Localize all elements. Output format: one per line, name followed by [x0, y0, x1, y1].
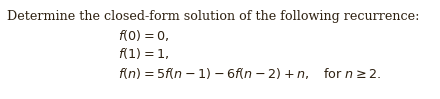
Text: $f(1) = 1,$: $f(1) = 1,$ [118, 46, 169, 61]
Text: $f(0) = 0,$: $f(0) = 0,$ [118, 28, 169, 43]
Text: $f(n) = 5f(n-1) - 6f(n-2) + n, \quad \mathrm{for}\ n \geq 2.$: $f(n) = 5f(n-1) - 6f(n-2) + n, \quad \ma… [118, 66, 381, 81]
Text: Determine the closed-form solution of the following recurrence:: Determine the closed-form solution of th… [7, 10, 419, 23]
